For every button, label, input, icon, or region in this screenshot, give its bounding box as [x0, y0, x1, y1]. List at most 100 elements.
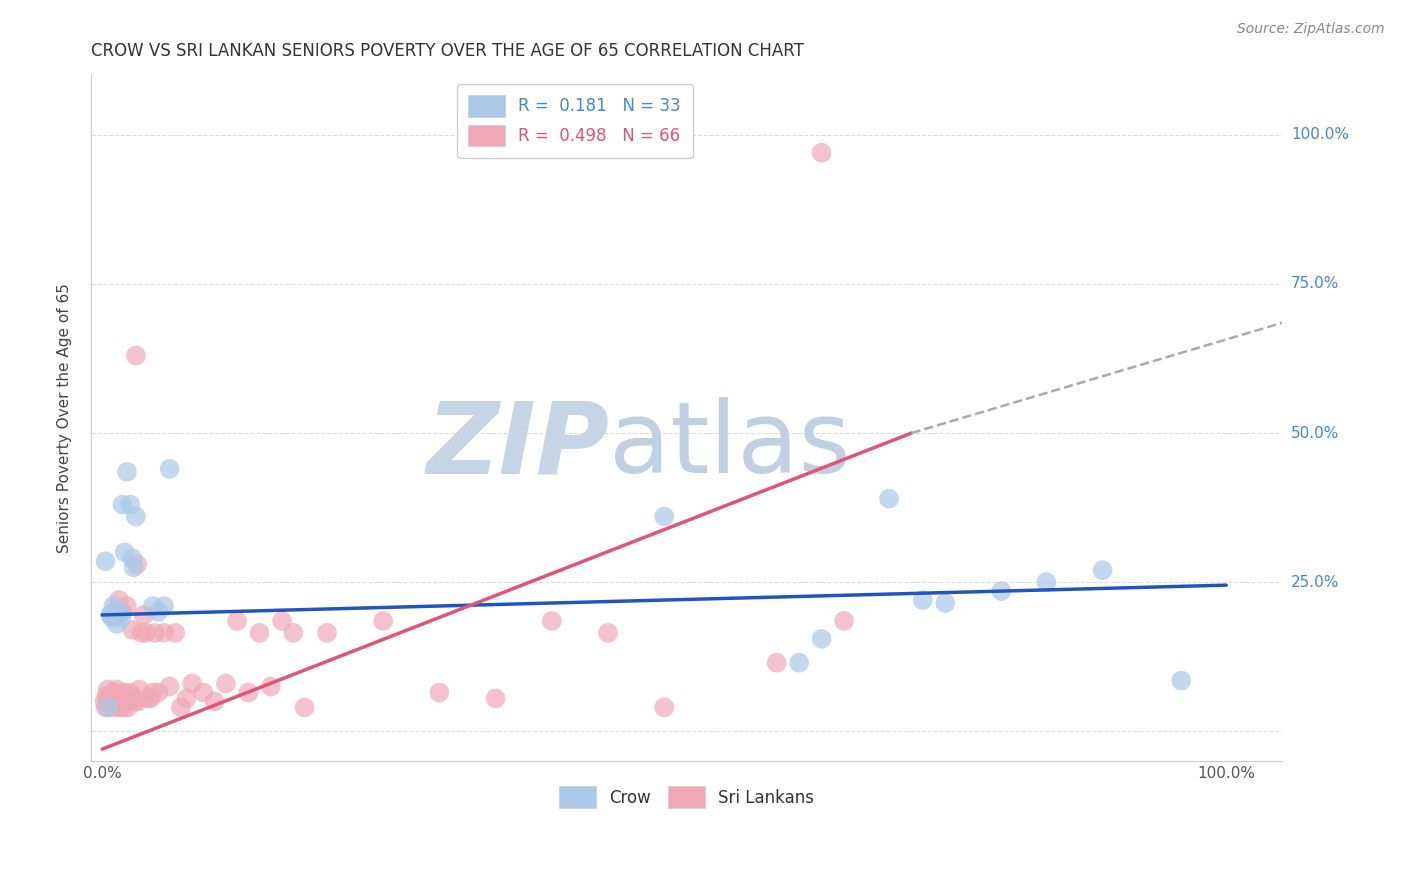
Point	[148, 685, 170, 699]
Point	[110, 694, 132, 708]
Point	[96, 689, 118, 703]
Point	[215, 676, 238, 690]
Point	[98, 607, 121, 622]
Point	[165, 625, 187, 640]
Point	[100, 607, 122, 622]
Point	[990, 584, 1012, 599]
Point	[1091, 563, 1114, 577]
Point	[105, 616, 128, 631]
Point	[294, 700, 316, 714]
Point	[128, 682, 150, 697]
Point	[121, 551, 143, 566]
Point	[142, 685, 165, 699]
Point	[204, 694, 226, 708]
Text: 50.0%: 50.0%	[1291, 425, 1339, 441]
Point	[100, 694, 122, 708]
Point	[103, 694, 125, 708]
Point	[142, 599, 165, 613]
Point	[107, 694, 129, 708]
Point	[131, 625, 153, 640]
Point	[373, 614, 395, 628]
Point	[125, 558, 148, 572]
Point	[108, 607, 131, 622]
Point	[120, 685, 142, 699]
Point	[226, 614, 249, 628]
Point	[934, 596, 956, 610]
Point	[101, 685, 124, 699]
Point	[103, 685, 125, 699]
Point	[115, 465, 138, 479]
Point	[652, 700, 675, 714]
Point	[103, 605, 125, 619]
Legend: Crow, Sri Lankans: Crow, Sri Lankans	[553, 780, 821, 814]
Text: 100.0%: 100.0%	[1291, 128, 1348, 143]
Point	[136, 691, 159, 706]
Point	[148, 605, 170, 619]
Point	[114, 685, 136, 699]
Point	[108, 700, 131, 714]
Point	[114, 545, 136, 559]
Point	[249, 625, 271, 640]
Point	[124, 694, 146, 708]
Point	[104, 700, 127, 714]
Text: atlas: atlas	[609, 397, 851, 494]
Point	[135, 625, 157, 640]
Text: CROW VS SRI LANKAN SENIORS POVERTY OVER THE AGE OF 65 CORRELATION CHART: CROW VS SRI LANKAN SENIORS POVERTY OVER …	[91, 42, 804, 60]
Point	[110, 611, 132, 625]
Point	[104, 607, 127, 622]
Text: ZIP: ZIP	[426, 397, 609, 494]
Point	[120, 498, 142, 512]
Point	[117, 700, 139, 714]
Point	[111, 498, 134, 512]
Point	[108, 605, 131, 619]
Point	[112, 700, 135, 714]
Point	[810, 632, 832, 646]
Point	[176, 691, 198, 706]
Point	[108, 593, 131, 607]
Point	[316, 625, 339, 640]
Point	[125, 509, 148, 524]
Point	[94, 554, 117, 568]
Text: Source: ZipAtlas.com: Source: ZipAtlas.com	[1237, 22, 1385, 37]
Point	[765, 656, 787, 670]
Point	[94, 700, 117, 714]
Point	[1170, 673, 1192, 688]
Point	[832, 614, 855, 628]
Point	[810, 145, 832, 160]
Point	[877, 491, 900, 506]
Point	[159, 680, 181, 694]
Point	[911, 593, 934, 607]
Point	[139, 691, 162, 706]
Point	[98, 691, 121, 706]
Point	[484, 691, 506, 706]
Point	[115, 599, 138, 613]
Point	[596, 625, 619, 640]
Point	[652, 509, 675, 524]
Point	[125, 349, 148, 363]
Point	[143, 625, 166, 640]
Point	[193, 685, 215, 699]
Point	[260, 680, 283, 694]
Point	[540, 614, 562, 628]
Point	[283, 625, 305, 640]
Text: 75.0%: 75.0%	[1291, 277, 1339, 292]
Point	[122, 691, 145, 706]
Text: 25.0%: 25.0%	[1291, 574, 1339, 590]
Point	[153, 599, 176, 613]
Point	[127, 694, 149, 708]
Point	[170, 700, 193, 714]
Point	[105, 682, 128, 697]
Point	[101, 611, 124, 625]
Point	[1035, 575, 1057, 590]
Point	[97, 682, 120, 697]
Y-axis label: Seniors Poverty Over the Age of 65: Seniors Poverty Over the Age of 65	[58, 283, 72, 553]
Point	[111, 605, 134, 619]
Point	[121, 623, 143, 637]
Point	[159, 462, 181, 476]
Point	[429, 685, 451, 699]
Point	[118, 691, 141, 706]
Point	[238, 685, 260, 699]
Point	[97, 700, 120, 714]
Point	[153, 625, 176, 640]
Point	[132, 607, 155, 622]
